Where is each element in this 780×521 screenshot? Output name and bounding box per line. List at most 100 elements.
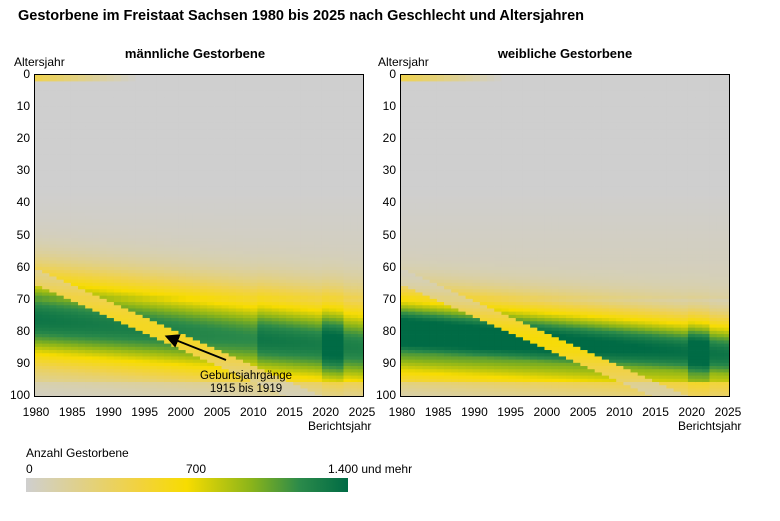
heatmap-cell [85,241,93,245]
heatmap-cell [49,321,57,325]
heatmap-cell [357,154,363,159]
heatmap-cell [401,87,409,92]
heatmap-cell [171,164,179,169]
heatmap-cell [293,330,301,335]
heatmap-cell [336,334,344,338]
heatmap-cell [343,362,352,367]
heatmap-cell [293,366,301,370]
heatmap-cell [164,113,172,117]
heatmap-cell [113,106,122,111]
heatmap-cell [357,193,363,197]
heatmap-cell [70,228,79,233]
heatmap-cell [286,238,294,242]
heatmap-cell [185,334,194,338]
heatmap-cell [113,119,122,124]
heatmap-cell [415,84,423,89]
heatmap-cell [300,190,308,194]
heatmap-cell [106,289,115,293]
heatmap-cell [264,183,273,188]
heatmap-cell [293,142,301,146]
heatmap-cell [357,84,363,89]
heatmap-cell [171,222,179,226]
heatmap-cell [35,183,43,188]
heatmap-cell [314,183,323,188]
heatmap-cell [329,75,337,79]
heatmap-cell [307,132,316,137]
heatmap-cell [228,359,237,364]
heatmap-cell [56,103,65,108]
heatmap-cell [106,122,115,127]
heatmap-cell [243,394,251,396]
heatmap-cell [99,97,108,101]
heatmap-cell [42,186,50,191]
heatmap-cell [200,174,208,178]
heatmap-cell [142,382,151,386]
heatmap-cell [293,282,301,287]
heatmap-cell [42,241,50,245]
heatmap-cell [113,145,122,149]
heatmap-cell [42,135,50,140]
heatmap-cell [228,346,237,351]
heatmap-cell [85,356,93,361]
heatmap-cell [63,129,72,133]
heatmap-cell [321,321,330,325]
heatmap-cell [350,100,359,105]
heatmap-cell [350,90,359,95]
heatmap-cell [314,247,323,252]
heatmap-cell [56,270,65,274]
heatmap-cell [200,167,208,172]
heatmap-cell [214,196,222,201]
heatmap-cell [49,222,57,226]
heatmap-cell [401,215,409,220]
heatmap-cell [207,177,215,181]
heatmap-female [400,74,730,397]
heatmap-cell [92,266,100,271]
heatmap-cell [121,138,129,143]
heatmap-cell [171,372,179,377]
heatmap-cell [221,362,230,367]
heatmap-cell [185,75,194,79]
heatmap-cell [357,135,363,140]
heatmap-cell [135,231,143,236]
heatmap-cell [78,190,86,194]
heatmap-cell [314,116,323,121]
heatmap-cell [401,359,409,364]
heatmap-cell [293,302,301,306]
heatmap-cell [343,97,352,101]
heatmap-cell [149,119,158,124]
heatmap-cell [192,81,201,85]
heatmap-cell [278,372,287,377]
heatmap-cell [85,209,93,213]
heatmap-cell [357,260,363,265]
heatmap-cell [185,87,194,92]
heatmap-cell [106,148,115,153]
heatmap-cell [264,273,273,277]
heatmap-cell [135,113,143,117]
heatmap-cell [228,254,237,258]
heatmap-cell [357,142,363,146]
heatmap-cell [142,279,151,284]
heatmap-cell [243,260,251,265]
heatmap-cell [135,196,143,201]
heatmap-cell [278,382,287,386]
heatmap-cell [278,174,287,178]
heatmap-cell [321,286,330,290]
heatmap-cell [293,174,301,178]
heatmap-cell [70,90,79,95]
heatmap-cell [99,87,108,92]
heatmap-cell [192,174,201,178]
heatmap-cell [171,305,179,309]
heatmap-cell [329,260,337,265]
heatmap-cell [214,260,222,265]
heatmap-cell [78,375,86,380]
heatmap-cell [78,282,86,287]
heatmap-cell [56,318,65,322]
heatmap-cell [286,263,294,268]
heatmap-cell [221,81,230,85]
heatmap-cell [329,177,337,181]
heatmap-cell [99,350,108,354]
heatmap-cell [92,308,100,313]
heatmap-cell [307,372,316,377]
heatmap-cell [321,100,330,105]
heatmap-cell [286,346,294,351]
